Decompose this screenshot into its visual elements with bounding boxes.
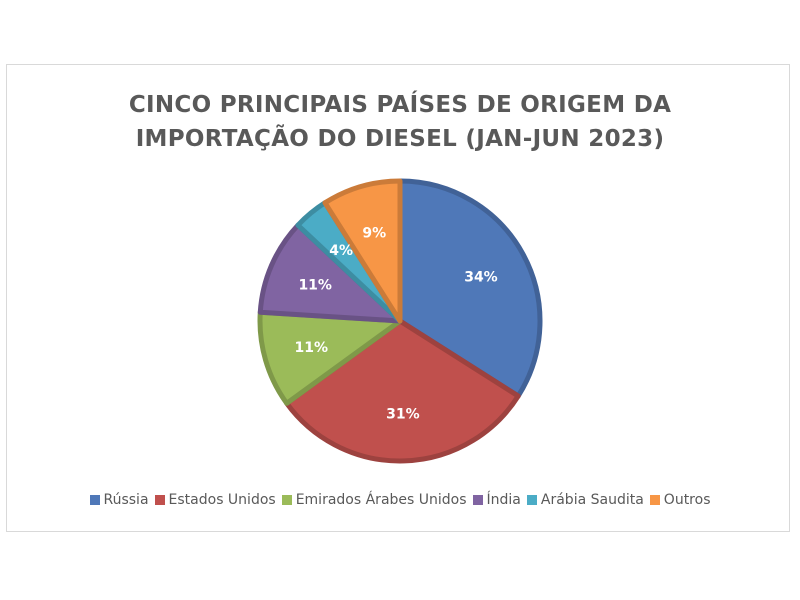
legend-item-2: Estados Unidos [154, 492, 276, 508]
legend-swatch [281, 495, 292, 505]
pie-slice-3 [257, 309, 403, 406]
slice-label-3: 11% [295, 340, 329, 356]
legend-swatch [526, 495, 537, 505]
slice-label-4: 11% [298, 277, 332, 293]
slice-label-1: 34% [464, 269, 498, 285]
chart-title: CINCO PRINCIPAIS PAÍSES DE ORIGEM DA IMP… [0, 88, 800, 156]
legend-swatch [89, 495, 100, 505]
legend-item-6: Outros [649, 492, 711, 508]
legend-label: Estados Unidos [168, 492, 276, 508]
legend-label: Índia [486, 492, 521, 508]
pie-slice-2 [284, 318, 521, 464]
pie-slice-4 [257, 222, 403, 324]
slice-label-5: 4% [329, 243, 353, 259]
legend-swatch [154, 495, 165, 505]
legend-item-5: Arábia Saudita [526, 492, 644, 508]
slice-label-2: 31% [386, 406, 420, 422]
legend-swatch [649, 495, 660, 505]
legend-swatch [472, 495, 483, 505]
legend-item-4: Índia [472, 492, 521, 508]
slice-label-6: 9% [362, 225, 386, 241]
legend-label: Emirados Árabes Unidos [295, 492, 467, 508]
legend-item-3: Emirados Árabes Unidos [281, 492, 467, 508]
chart-title-line-1: CINCO PRINCIPAIS PAÍSES DE ORIGEM DA [128, 92, 672, 118]
legend-label: Rússia [103, 492, 149, 508]
legend-label: Arábia Saudita [540, 492, 644, 508]
chart-title-line-2: IMPORTAÇÃO DO DIESEL (JAN-JUN 2023) [135, 126, 665, 152]
pie-slice-6 [322, 178, 403, 324]
chart-legend: Rússia Estados Unidos Emirados Árabes Unid… [0, 492, 800, 508]
legend-label: Outros [663, 492, 711, 508]
legend-item-1: Rússia [89, 492, 149, 508]
